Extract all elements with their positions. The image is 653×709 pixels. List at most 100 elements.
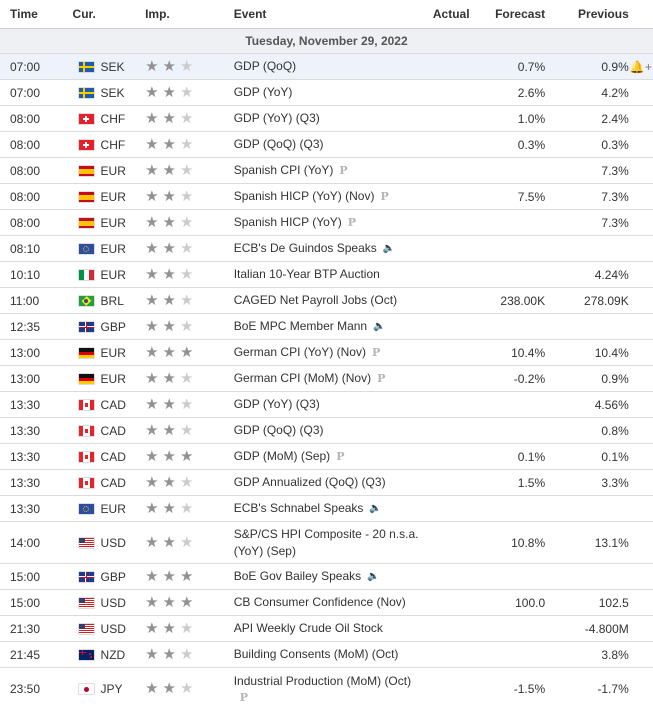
event-name[interactable]: GDP (YoY): [233, 85, 293, 99]
col-currency-header[interactable]: Cur.: [72, 0, 146, 29]
event-name[interactable]: BoE Gov Bailey Speaks: [233, 569, 362, 583]
event-row[interactable]: 08:00 EUR ★ ★ ★ Spanish CPI (YoY) P 7.3%: [0, 157, 653, 184]
event-name[interactable]: GDP (QoQ) (Q3): [233, 137, 324, 151]
alert-cell[interactable]: [628, 157, 653, 184]
event-row[interactable]: 21:30 USD ★ ★ ★ API Weekly Crude Oil Stock -4.…: [0, 615, 653, 642]
event-cell[interactable]: GDP (QoQ) (Q3): [227, 131, 422, 158]
alert-cell[interactable]: [628, 615, 653, 642]
event-cell[interactable]: BoE Gov Bailey Speaks 🔈: [227, 563, 422, 590]
event-cell[interactable]: ECB's Schnabel Speaks 🔈: [227, 495, 422, 522]
event-name[interactable]: CB Consumer Confidence (Nov): [233, 595, 406, 609]
col-time-header[interactable]: Time: [0, 0, 73, 29]
event-cell[interactable]: German CPI (MoM) (Nov) P: [227, 365, 422, 392]
event-name[interactable]: GDP (YoY) (Q3): [233, 111, 320, 125]
event-name[interactable]: CAGED Net Payroll Jobs (Oct): [233, 293, 398, 307]
event-row[interactable]: 11:00 BRL ★ ★ ★ CAGED Net Payroll Jobs (Oct) 2…: [0, 287, 653, 314]
event-name[interactable]: GDP (QoQ): [233, 59, 297, 73]
event-row[interactable]: 12:35 GBP ★ ★ ★ BoE MPC Member Mann 🔈: [0, 313, 653, 340]
add-alert-bell-icon[interactable]: 🔔+: [629, 59, 652, 74]
event-cell[interactable]: GDP (QoQ): [227, 53, 422, 80]
col-event-header[interactable]: Event: [227, 0, 422, 29]
alert-cell[interactable]: [628, 521, 653, 564]
alert-cell[interactable]: [628, 131, 653, 158]
event-row[interactable]: 13:30 EUR ★ ★ ★ ECB's Schnabel Speaks 🔈: [0, 495, 653, 522]
event-cell[interactable]: BoE MPC Member Mann 🔈: [227, 313, 422, 340]
event-cell[interactable]: GDP (YoY): [227, 79, 422, 106]
event-cell[interactable]: CAGED Net Payroll Jobs (Oct): [227, 287, 422, 314]
event-cell[interactable]: Building Consents (MoM) (Oct): [227, 641, 422, 668]
alert-cell[interactable]: [628, 261, 653, 288]
alert-cell[interactable]: [628, 417, 653, 444]
event-cell[interactable]: GDP (QoQ) (Q3): [227, 417, 422, 444]
event-cell[interactable]: S&P/CS HPI Composite - 20 n.s.a. (YoY) (…: [227, 521, 422, 564]
event-cell[interactable]: API Weekly Crude Oil Stock: [227, 615, 422, 642]
event-name[interactable]: GDP (YoY) (Q3): [233, 397, 320, 411]
alert-cell[interactable]: [628, 365, 653, 392]
event-name[interactable]: German CPI (YoY) (Nov): [233, 345, 366, 359]
event-row[interactable]: 07:00 SEK ★ ★ ★ GDP (YoY) 2.6% 4.2%: [0, 79, 653, 106]
alert-cell[interactable]: [628, 287, 653, 314]
alert-cell[interactable]: [628, 391, 653, 418]
event-row[interactable]: 13:30 CAD ★ ★ ★ GDP (MoM) (Sep) P 0.1% 0.1%: [0, 443, 653, 470]
alert-cell[interactable]: [628, 209, 653, 236]
event-name[interactable]: Spanish HICP (YoY) (Nov): [233, 189, 375, 203]
col-forecast-header[interactable]: Forecast: [469, 0, 546, 29]
col-previous-header[interactable]: Previous: [545, 0, 629, 29]
alert-cell[interactable]: [628, 313, 653, 340]
event-cell[interactable]: ECB's De Guindos Speaks 🔈: [227, 235, 422, 262]
col-actual-header[interactable]: Actual: [421, 0, 470, 29]
alert-cell[interactable]: [628, 495, 653, 522]
event-cell[interactable]: German CPI (YoY) (Nov) P: [227, 339, 422, 366]
event-name[interactable]: Italian 10-Year BTP Auction: [233, 267, 380, 281]
col-importance-header[interactable]: Imp.: [145, 0, 228, 29]
alert-cell[interactable]: [628, 667, 653, 709]
event-row[interactable]: 08:10 EUR ★ ★ ★ ECB's De Guindos Speaks 🔈: [0, 235, 653, 262]
event-row[interactable]: 13:30 CAD ★ ★ ★ GDP (QoQ) (Q3) 0.8%: [0, 417, 653, 444]
alert-cell[interactable]: [628, 339, 653, 366]
alert-cell[interactable]: [628, 183, 653, 210]
event-name[interactable]: API Weekly Crude Oil Stock: [233, 621, 383, 635]
event-row[interactable]: 13:00 EUR ★ ★ ★ German CPI (YoY) (Nov) P 10.4% 1…: [0, 339, 653, 366]
event-row[interactable]: 15:00 USD ★ ★ ★ CB Consumer Confidence (Nov) 1…: [0, 589, 653, 616]
event-cell[interactable]: Industrial Production (MoM) (Oct) P: [227, 667, 422, 709]
event-row[interactable]: 13:30 CAD ★ ★ ★ GDP (YoY) (Q3) 4.56%: [0, 391, 653, 418]
alert-cell[interactable]: [628, 443, 653, 470]
alert-cell[interactable]: 🔔+: [628, 53, 653, 80]
event-name[interactable]: German CPI (MoM) (Nov): [233, 371, 372, 385]
event-cell[interactable]: GDP Annualized (QoQ) (Q3): [227, 469, 422, 496]
event-cell[interactable]: Italian 10-Year BTP Auction: [227, 261, 422, 288]
alert-cell[interactable]: [628, 79, 653, 106]
event-row[interactable]: 23:50 JPY ★ ★ ★ Industrial Production (MoM) (…: [0, 667, 653, 709]
alert-cell[interactable]: [628, 469, 653, 496]
event-cell[interactable]: GDP (YoY) (Q3): [227, 391, 422, 418]
event-row[interactable]: 13:00 EUR ★ ★ ★ German CPI (MoM) (Nov) P -0.2% 0…: [0, 365, 653, 392]
event-name[interactable]: Industrial Production (MoM) (Oct): [233, 673, 412, 688]
alert-cell[interactable]: [628, 235, 653, 262]
alert-cell[interactable]: [628, 105, 653, 132]
event-name[interactable]: ECB's Schnabel Speaks: [233, 501, 364, 515]
event-row[interactable]: 21:45 NZD ★ ★ ★ Building Consents (MoM) (Oct)…: [0, 641, 653, 668]
event-name[interactable]: ECB's De Guindos Speaks: [233, 241, 377, 255]
event-name[interactable]: BoE MPC Member Mann: [233, 319, 368, 333]
event-cell[interactable]: Spanish CPI (YoY) P: [227, 157, 422, 184]
event-cell[interactable]: GDP (MoM) (Sep) P: [227, 443, 422, 470]
event-row[interactable]: 08:00 EUR ★ ★ ★ Spanish HICP (YoY) P 7.3%: [0, 209, 653, 236]
event-name[interactable]: S&P/CS HPI Composite - 20 n.s.a. (YoY) (…: [233, 526, 419, 558]
event-row[interactable]: 07:00 SEK ★ ★ ★ GDP (QoQ) 0.7% 0.9% 🔔+: [0, 53, 653, 80]
event-name[interactable]: Building Consents (MoM) (Oct): [233, 647, 399, 661]
alert-cell[interactable]: [628, 589, 653, 616]
event-row[interactable]: 08:00 EUR ★ ★ ★ Spanish HICP (YoY) (Nov) P 7.5%…: [0, 183, 653, 210]
alert-cell[interactable]: [628, 563, 653, 590]
event-cell[interactable]: CB Consumer Confidence (Nov): [227, 589, 422, 616]
event-row[interactable]: 08:00 CHF ★ ★ ★ GDP (QoQ) (Q3) 0.3% 0.3%: [0, 131, 653, 158]
event-name[interactable]: GDP Annualized (QoQ) (Q3): [233, 475, 386, 489]
event-cell[interactable]: Spanish HICP (YoY) P: [227, 209, 422, 236]
event-row[interactable]: 10:10 EUR ★ ★ ★ Italian 10-Year BTP Auction 4.…: [0, 261, 653, 288]
event-row[interactable]: 15:00 GBP ★ ★ ★ BoE Gov Bailey Speaks 🔈: [0, 563, 653, 590]
event-row[interactable]: 14:00 USD ★ ★ ★ S&P/CS HPI Composite - 20 n.s…: [0, 521, 653, 564]
event-name[interactable]: Spanish HICP (YoY): [233, 215, 342, 229]
event-cell[interactable]: GDP (YoY) (Q3): [227, 105, 422, 132]
alert-cell[interactable]: [628, 641, 653, 668]
event-name[interactable]: GDP (QoQ) (Q3): [233, 423, 324, 437]
event-cell[interactable]: Spanish HICP (YoY) (Nov) P: [227, 183, 422, 210]
